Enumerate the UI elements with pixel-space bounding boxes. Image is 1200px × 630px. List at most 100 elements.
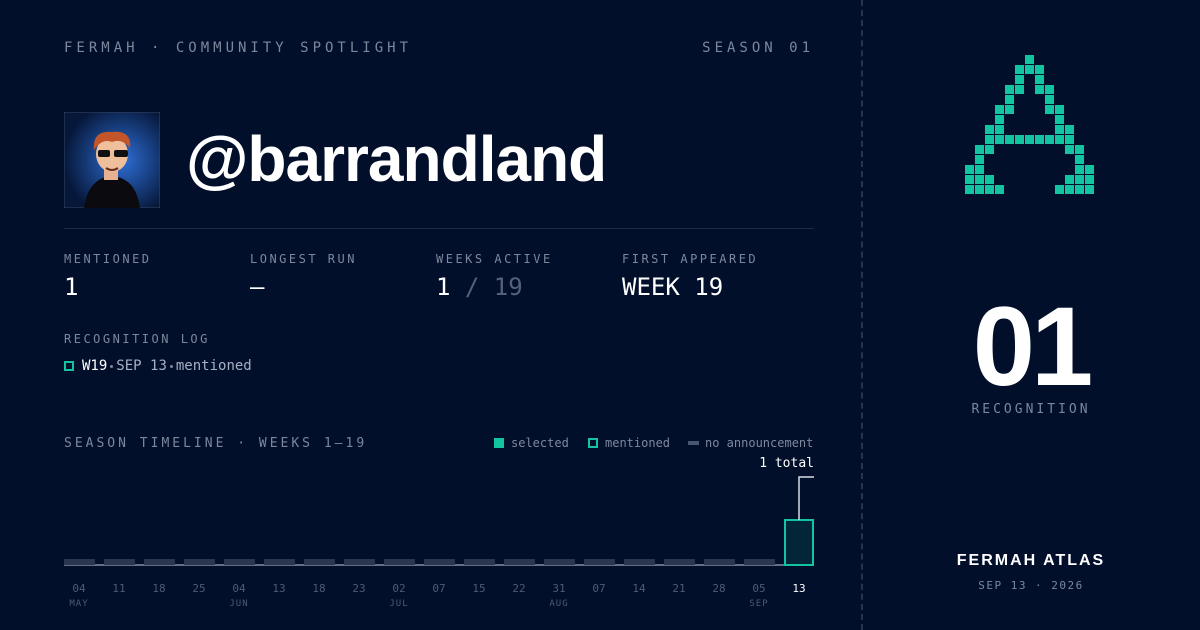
logo-pixel xyxy=(985,185,994,194)
stat-label: WEEKS ACTIVE xyxy=(436,252,553,266)
empty-bar xyxy=(664,559,695,565)
empty-bar xyxy=(144,559,175,565)
logo-pixel xyxy=(1045,105,1054,114)
legend-label: no announcement xyxy=(705,436,813,450)
separator xyxy=(169,364,173,368)
week-month: JUN xyxy=(229,599,248,609)
logo-pixel xyxy=(1075,175,1084,184)
logo-pixel xyxy=(965,175,974,184)
week-day: 22 xyxy=(512,582,525,595)
legend-swatch xyxy=(494,438,504,448)
recognition-count: 01 xyxy=(972,284,1094,409)
timeline: SEASON TIMELINE · WEEKS 1–19 selected ment… xyxy=(64,436,814,609)
log-icon xyxy=(64,361,74,371)
week-day: 23 xyxy=(352,582,365,595)
week-day: 14 xyxy=(632,582,646,595)
empty-bar xyxy=(704,559,735,565)
week-day: 31 xyxy=(552,582,565,595)
empty-bar xyxy=(264,559,295,565)
week-day: 07 xyxy=(432,582,445,595)
divider xyxy=(64,228,814,229)
logo-pixel xyxy=(1075,185,1084,194)
logo-pixel xyxy=(1045,95,1054,104)
week-month: AUG xyxy=(549,599,568,609)
empty-bar xyxy=(184,559,215,565)
empty-bar xyxy=(544,559,575,565)
logo-pixel xyxy=(975,155,984,164)
timeline-title: SEASON TIMELINE · WEEKS 1–19 xyxy=(64,436,367,451)
week-day: 15 xyxy=(472,582,485,595)
total-label: 1 total xyxy=(759,456,814,471)
week-day: 04 xyxy=(232,582,246,595)
week-month: JUL xyxy=(389,599,408,609)
handle: @barrandland xyxy=(186,123,607,195)
log-week: W19 xyxy=(82,358,108,374)
week-month: SEP xyxy=(749,599,768,609)
separator xyxy=(110,364,114,368)
empty-bar xyxy=(104,559,135,565)
week-day: 02 xyxy=(392,582,405,595)
logo-pixel xyxy=(1065,175,1074,184)
stat-number: 1 xyxy=(436,273,451,301)
logo-pixel xyxy=(1075,165,1084,174)
logo-pixel xyxy=(1045,135,1054,144)
empty-bar xyxy=(424,559,455,565)
stat-total: / 19 xyxy=(464,273,523,301)
logo-pixel xyxy=(1085,175,1094,184)
empty-bar xyxy=(384,559,415,565)
empty-bar xyxy=(624,559,655,565)
logo-pixel xyxy=(975,175,984,184)
logo-pixel xyxy=(1035,65,1044,74)
logo-pixel xyxy=(985,175,994,184)
panel-divider xyxy=(861,0,863,630)
logo-pixel xyxy=(1025,65,1034,74)
logo-pixel xyxy=(1015,135,1024,144)
week-day: 13 xyxy=(792,582,805,595)
logo-pixel xyxy=(1055,135,1064,144)
legend-label: mentioned xyxy=(605,436,670,450)
logo-pixel xyxy=(1005,135,1014,144)
logo-pixel xyxy=(1085,185,1094,194)
empty-bar xyxy=(584,559,615,565)
logo-pixel xyxy=(985,145,994,154)
logo-pixel xyxy=(1055,125,1064,134)
logo-pixel xyxy=(1035,75,1044,84)
stat-value: 1 xyxy=(64,273,78,301)
logo-pixel xyxy=(995,125,1004,134)
stat-value: WEEK 19 xyxy=(622,273,723,301)
stat-number: WEEK 19 xyxy=(622,273,724,301)
legend-swatch xyxy=(588,438,598,448)
empty-bar xyxy=(64,559,95,565)
logo-pixel xyxy=(1025,135,1034,144)
legend-label: selected xyxy=(511,436,569,450)
logo-pixel xyxy=(1005,95,1014,104)
mentioned-bar xyxy=(784,519,814,566)
logo-pixel xyxy=(1005,85,1014,94)
week-day: 25 xyxy=(192,582,205,595)
stat-label: LONGEST RUN xyxy=(250,252,357,266)
logo-pixel xyxy=(1015,85,1024,94)
week-day: 21 xyxy=(672,582,685,595)
logo xyxy=(965,55,1094,194)
stat-number: 1 xyxy=(64,273,79,301)
logo-pixel xyxy=(1075,145,1084,154)
logo-pixel xyxy=(1085,165,1094,174)
stat-value: 1 / 19 xyxy=(436,273,523,301)
week-day: 04 xyxy=(72,582,86,595)
logo-pixel xyxy=(1055,105,1064,114)
week-day: 07 xyxy=(592,582,605,595)
logo-pixel xyxy=(1005,105,1014,114)
logo-pixel xyxy=(1035,85,1044,94)
empty-bar xyxy=(224,559,255,565)
stat-label: FIRST APPEARED xyxy=(622,252,759,266)
logo-pixel xyxy=(1025,55,1034,64)
empty-bar xyxy=(344,559,375,565)
side-date: SEP 13 · 2026 xyxy=(978,579,1084,592)
side-brand: FERMAH ATLAS xyxy=(956,552,1106,569)
total-bracket xyxy=(798,476,814,520)
logo-pixel xyxy=(1065,145,1074,154)
log-status: mentioned xyxy=(175,358,252,374)
season: SEASON 01 xyxy=(702,40,814,56)
